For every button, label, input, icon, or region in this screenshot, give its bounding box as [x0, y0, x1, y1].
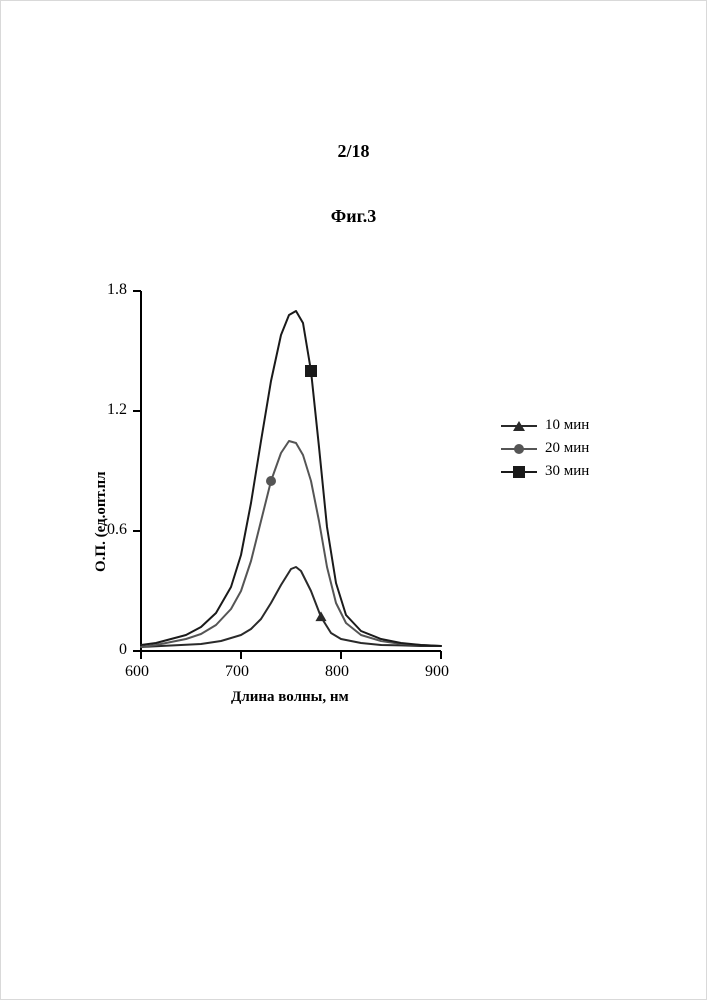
- legend: 10 мин 20 мин 30 мин: [501, 411, 589, 486]
- x-tick: 700: [225, 663, 249, 681]
- page-number: 2/18: [1, 141, 706, 162]
- triangle-icon: [513, 421, 525, 431]
- square-icon: [513, 466, 525, 478]
- legend-item: 30 мин: [501, 463, 589, 480]
- x-tick: 900: [425, 663, 449, 681]
- legend-item: 20 мин: [501, 440, 589, 457]
- legend-label: 20 мин: [545, 440, 589, 457]
- legend-item: 10 мин: [501, 417, 589, 434]
- chart-area: О.П. (ед.опт.пл Длина волны, нм 00.61.21…: [121, 281, 451, 666]
- page: 2/18 Фиг.3 О.П. (ед.опт.пл Длина волны, …: [0, 0, 707, 1000]
- legend-swatch: [501, 471, 537, 473]
- legend-label: 10 мин: [545, 417, 589, 434]
- x-tick: 600: [125, 663, 149, 681]
- legend-swatch: [501, 448, 537, 450]
- circle-icon: [514, 444, 524, 454]
- legend-label: 30 мин: [545, 463, 589, 480]
- x-tick-labels: 600700800900: [121, 281, 451, 661]
- figure-title: Фиг.3: [1, 206, 706, 227]
- legend-swatch: [501, 425, 537, 427]
- x-tick: 800: [325, 663, 349, 681]
- x-axis-label: Длина волны, нм: [231, 689, 349, 706]
